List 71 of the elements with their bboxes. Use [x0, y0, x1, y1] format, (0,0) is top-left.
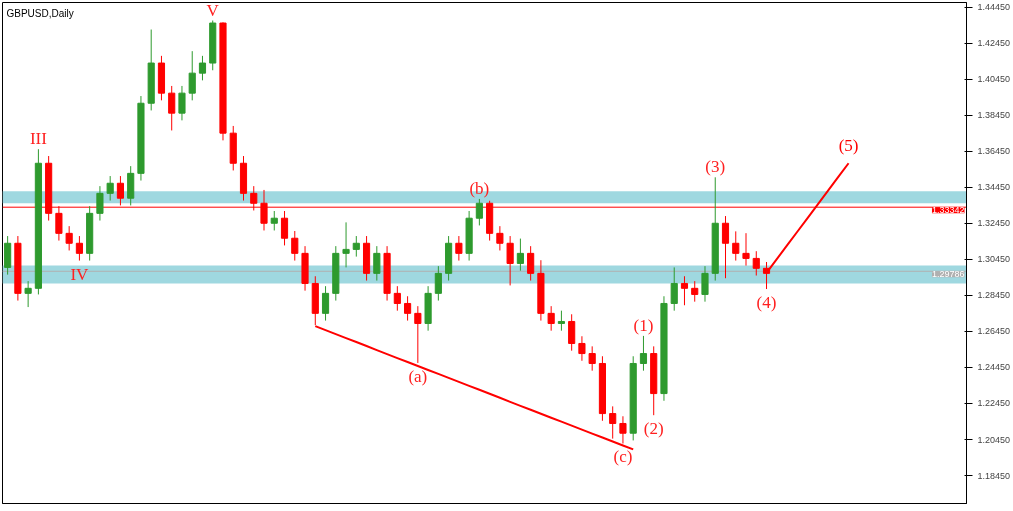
- y-tick-label: 1.40450: [977, 74, 1011, 85]
- series-label: (5): [838, 136, 859, 156]
- candlestick: [404, 295, 412, 322]
- candlestick: [393, 285, 401, 312]
- candlestick: [742, 232, 750, 267]
- y-tick-label: 1.32450: [977, 218, 1011, 229]
- text: V: [206, 0, 219, 20]
- text: (4): [756, 293, 777, 313]
- candlestick: [280, 210, 289, 246]
- candlestick: [455, 235, 463, 262]
- candlestick: [434, 265, 442, 302]
- y-tick-label: 1.44450: [977, 2, 1011, 13]
- candlestick: [65, 225, 73, 251]
- y-tick-label: 1.18450: [977, 470, 1011, 481]
- candlestick: [496, 225, 504, 251]
- candlestick: [168, 85, 176, 131]
- candlestick: [321, 285, 330, 322]
- candlestick: [619, 415, 627, 444]
- candlestick: [188, 50, 196, 101]
- candlestick: [106, 175, 114, 202]
- candlestick: [568, 313, 576, 352]
- candlestick: [732, 230, 740, 262]
- candlestick: [701, 265, 709, 303]
- candlestick: [588, 345, 596, 372]
- text: (c): [613, 447, 633, 467]
- candlestick: [527, 245, 535, 282]
- candlestick: [414, 305, 422, 364]
- candlestick: [670, 266, 678, 312]
- chart-title: GBPUSD,Daily: [6, 7, 74, 19]
- candlestick: [75, 235, 83, 262]
- y-tick-label: 1.24450: [977, 362, 1011, 373]
- text: (a): [408, 366, 428, 386]
- candlestick: [578, 335, 586, 362]
- candlestick: [609, 405, 617, 440]
- candlestick: [352, 235, 360, 258]
- candlestick: [373, 245, 381, 282]
- candlestick: [752, 250, 760, 277]
- ref-line-label: 1.29786: [931, 269, 965, 280]
- y-tick-label: 1.28450: [977, 290, 1011, 301]
- candlestick: [178, 85, 186, 121]
- ref-line-label: 1.33342: [931, 205, 965, 216]
- candlestick: [557, 310, 565, 332]
- y-tick-label: 1.42450: [977, 38, 1011, 49]
- candlestick: [270, 210, 278, 231]
- candlestick: [291, 230, 299, 262]
- candlestick: [198, 55, 207, 81]
- candlestick: [516, 238, 524, 272]
- candlestick: [96, 185, 104, 222]
- candlestick: [691, 280, 699, 303]
- candlestick: [506, 235, 514, 286]
- text: (1): [633, 315, 654, 335]
- y-tick-label: 1.30450: [977, 254, 1011, 265]
- text: IV: [70, 264, 89, 284]
- text: (2): [643, 419, 664, 439]
- candlestick: [24, 280, 32, 308]
- candlestick: [721, 215, 730, 279]
- text: (3): [705, 157, 726, 177]
- candlestick: [116, 175, 125, 206]
- candlestick: [680, 275, 689, 306]
- candlestick: [342, 221, 350, 268]
- y-tick-label: 1.38450: [977, 110, 1011, 121]
- y-tick-label: 1.22450: [977, 398, 1011, 409]
- candlestick: [639, 335, 648, 372]
- candlestick: [547, 305, 555, 332]
- y-tick-label: 1.20450: [977, 434, 1011, 445]
- candlestick: [475, 198, 483, 226]
- y-tick-label: 1.26450: [977, 326, 1011, 337]
- text: (b): [469, 178, 490, 198]
- y-tick-label: 1.36450: [977, 146, 1011, 157]
- text: III: [29, 129, 47, 149]
- y-tick-label: 1.34450: [977, 182, 1011, 193]
